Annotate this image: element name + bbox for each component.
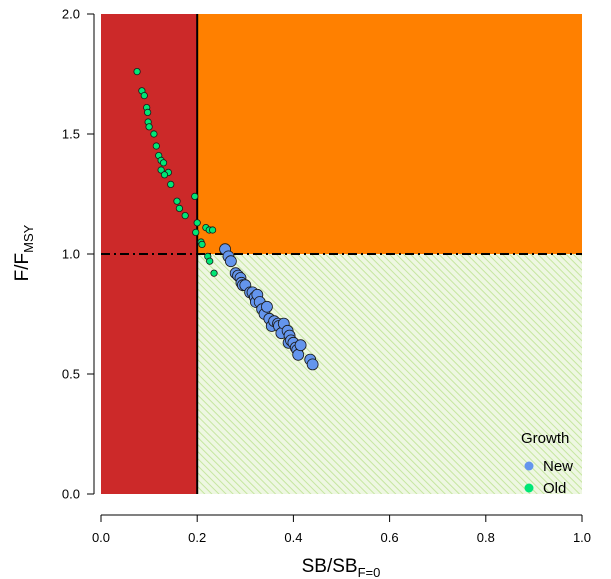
y-tick-label-0: 0.0 <box>62 487 80 502</box>
legend-marker-new <box>524 461 534 471</box>
data-points <box>133 68 319 371</box>
point-old-6 <box>145 123 153 131</box>
y-tick-label-3: 1.5 <box>62 127 80 142</box>
x-tick-label-5: 1.0 <box>573 530 591 545</box>
legend-marker-old <box>524 483 534 493</box>
legend-label-new: New <box>543 458 573 475</box>
point-old-28 <box>206 257 214 265</box>
y-tick-label-2: 1.0 <box>62 247 80 262</box>
point-old-7 <box>150 130 158 138</box>
legend: Growth New Old <box>521 430 573 497</box>
point-new-17 <box>261 300 273 313</box>
status-regions <box>101 14 582 494</box>
point-old-20 <box>193 219 201 227</box>
point-old-8 <box>152 142 160 150</box>
point-old-19 <box>191 192 199 200</box>
x-tick-label-0: 0.0 <box>92 530 110 545</box>
point-old-15 <box>167 180 175 188</box>
x-tick-label-2: 0.4 <box>284 530 302 545</box>
y-tick-label-4: 2.0 <box>62 7 80 22</box>
point-old-11 <box>159 159 168 167</box>
point-old-26 <box>208 226 217 234</box>
x-tick-label-4: 0.8 <box>477 530 495 545</box>
x-tick-label-1: 0.2 <box>188 530 206 545</box>
point-old-0 <box>133 68 141 76</box>
y-tick-label-1: 0.5 <box>62 367 80 382</box>
point-new-35 <box>306 358 319 371</box>
point-new-33 <box>294 339 307 352</box>
point-old-16 <box>173 197 181 205</box>
point-old-2 <box>140 92 148 100</box>
point-old-14 <box>160 171 169 179</box>
point-old-12 <box>157 166 165 174</box>
region-orange <box>197 14 582 254</box>
legend-label-old: Old <box>543 480 566 497</box>
point-new-32 <box>292 348 305 361</box>
axes: 0.0 0.2 0.4 0.6 0.8 1.0 0.0 0.5 1.0 1.5 2.0 <box>62 7 591 546</box>
reference-lines <box>101 14 582 494</box>
point-old-21 <box>192 228 200 236</box>
point-new-2 <box>224 255 237 268</box>
x-axis-label: SB/SBF=0 <box>302 556 381 579</box>
point-old-17 <box>175 204 184 212</box>
y-axis-label: F/FMSY <box>12 224 36 281</box>
point-old-4 <box>144 108 152 117</box>
point-old-18 <box>181 212 189 220</box>
point-old-29 <box>210 269 218 277</box>
x-tick-label-3: 0.6 <box>381 530 399 545</box>
legend-title: Growth <box>521 430 569 447</box>
point-old-23 <box>198 240 206 248</box>
